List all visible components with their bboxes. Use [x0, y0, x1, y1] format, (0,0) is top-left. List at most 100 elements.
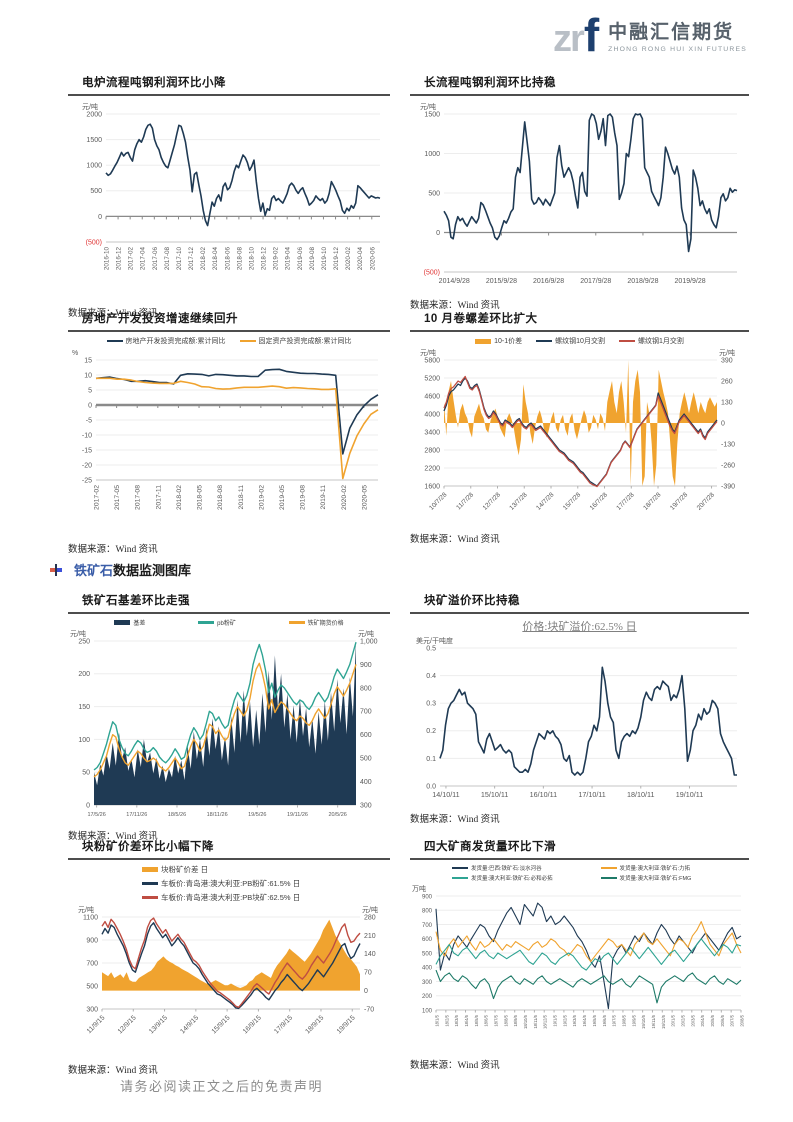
miner-shipments-plot: 900 800 700 600 500 400 300 200 100 万吨 18/1/5 18/2/… — [412, 884, 745, 1029]
axis-label: 19/5/5 — [592, 1014, 597, 1026]
axis-label: 13/7/28 — [508, 491, 529, 512]
chart-row-4: 块粉矿价差环比小幅下降 块粉矿价差 日车板价:青岛港:澳大利亚:PB粉矿:61.… — [68, 838, 749, 1076]
chart-block-rebar-spread: 10 月卷螺差环比扩大 10-1价差 螺纹钢10月交割 螺纹钢1月交割 5800 520… — [410, 310, 749, 555]
axis-label: 19/7/28 — [669, 491, 690, 512]
axis-label: 2017-06 — [152, 247, 159, 271]
axis-label: 20/5/26 — [328, 812, 346, 818]
axis-label: 2019-06 — [297, 247, 304, 271]
axis-label: 18/11/5 — [533, 1014, 538, 1028]
axis-label: 15/9/15 — [211, 1014, 232, 1035]
axis-label: 18/10/11 — [627, 790, 654, 799]
legend-item: 固定资产投资完成额:累计同比 — [239, 336, 351, 346]
legend-label: 发货量:澳大利亚:铁矿石:FMG — [619, 876, 692, 882]
legend-label: 10-1价差 — [494, 338, 523, 345]
legend-item: 发货量:澳大利亚:铁矿石:必和必拓 — [452, 874, 601, 882]
axis-label: 20/4/5 — [700, 1014, 705, 1026]
legend-item: 螺纹钢1月交割 — [618, 336, 684, 346]
axis-label: 12/7/28 — [482, 491, 503, 512]
axis-label: 18/1/5 — [435, 1014, 440, 1026]
axis-label: 18/8/5 — [503, 1014, 508, 1026]
legend-label: 车板价:青岛港:澳大利亚:PB块矿:62.5% 日 — [161, 893, 301, 902]
axis-label: 0 — [88, 402, 92, 409]
legend-swatch-icon — [142, 882, 158, 885]
axis-label: 2800 — [424, 447, 440, 454]
axis-label: 0.3 — [426, 701, 436, 708]
data-source: 数据来源：Wind 资讯 — [410, 301, 500, 311]
legend-swatch-icon — [600, 866, 617, 870]
axis-label: 600 — [422, 937, 433, 943]
long-process-profit-plot: 1500 1000 500 0 (500) 元/吨 2014/9/28 2015/9/28 20… — [420, 102, 738, 285]
axis-label: 2019/9/28 — [675, 278, 706, 285]
axis-label: 1500 — [424, 111, 440, 118]
axis-label: 18/3/5 — [454, 1014, 459, 1026]
axis-label: -70 — [364, 1006, 374, 1013]
axis-label: -260 — [721, 462, 735, 469]
legend-item: 车板价:青岛港:澳大利亚:PB块矿:62.5% 日 — [142, 892, 300, 903]
axis-label: 900 — [86, 937, 98, 944]
axis-label: 2018/9/28 — [627, 278, 658, 285]
axis-label: 18/2/5 — [444, 1014, 449, 1026]
axis-label: 1,000 — [360, 638, 378, 645]
axis-label: 18/4/5 — [464, 1014, 469, 1026]
axis-label: 2018-02 — [200, 247, 207, 271]
axis-label: 2019-02 — [273, 247, 280, 271]
axis-label: 2018-04 — [212, 247, 219, 271]
axis-label: 200 — [78, 671, 90, 678]
axis-label: 300 — [360, 802, 372, 809]
axis-label: 3400 — [424, 429, 440, 436]
legend-label: 螺纹钢10月交割 — [555, 338, 605, 345]
axis-label: 19/10/11 — [676, 790, 703, 799]
miner-shipments-chart: 发货量:巴西:铁矿石:淡水河谷 发货量:澳大利亚:铁矿石:力拓 发货量:澳大利亚:铁… — [410, 864, 749, 1053]
axis-label: 2016-12 — [116, 247, 123, 271]
axis-label: 20/7/5 — [730, 1014, 735, 1026]
axis-label: 210 — [364, 933, 376, 940]
axis-label: 11/7/28 — [455, 491, 475, 511]
legend-swatch-icon — [288, 621, 305, 624]
section-header-iron-ore: 铁矿石数据监测图库 — [50, 560, 191, 579]
lump-premium-plot: 0.5 0.4 0.3 0.2 0.1 0.0 美元/干吨度 14/10/11 15/10/11… — [416, 636, 737, 799]
axis-label: 4600 — [424, 393, 440, 400]
chart-title: 10 月卷螺差环比扩大 — [424, 313, 538, 325]
axis-label: 18/5/5 — [474, 1014, 479, 1026]
axis-label: 1600 — [424, 483, 440, 490]
real-estate-investment-plot: 15 10 5 0 -5 -10 -15 -20 -25% 2017-02 2017-05 2017-… — [72, 350, 379, 510]
legend-item: 发货量:澳大利亚:铁矿石:FMG — [600, 874, 750, 882]
axis-label: 500 — [360, 756, 372, 763]
axis-label: 2017-12 — [188, 247, 195, 271]
axis-label: 2019-02 — [258, 485, 265, 510]
axis-label: 18/10/5 — [523, 1014, 528, 1029]
axis-label: (500) — [424, 269, 440, 276]
rebar-spread-chart: 10-1价差 螺纹钢10月交割 螺纹钢1月交割 5800 5200 4600 4000 340… — [410, 336, 749, 527]
axis-label: 100 — [422, 1008, 433, 1014]
logo-mark-icon: zr f — [553, 12, 599, 58]
legend-item: pb粉矿 — [198, 618, 236, 627]
axis-label: 18/11/26 — [207, 812, 228, 818]
axis-label: 4000 — [424, 411, 440, 418]
legend-swatch-icon — [536, 339, 553, 343]
axis-label: 15/10/11 — [481, 790, 508, 799]
legend-item: 房地产开发投资完成额:累计同比 — [106, 336, 226, 346]
axis-label: -20 — [82, 462, 92, 469]
axis-label: 70 — [364, 970, 372, 977]
axis-label: 2018-08 — [236, 247, 243, 271]
axis-label: 2018-12 — [261, 247, 268, 271]
iron-ore-basis-legend: 基差 pb粉矿 铁矿期货价格 — [68, 618, 390, 627]
data-source: 数据来源：Wind 资讯 — [68, 309, 158, 319]
axis-label: 美元/干吨度 — [416, 636, 453, 645]
legend-swatch-icon — [600, 876, 617, 880]
axis-label: 700 — [86, 960, 98, 967]
legend-label: 铁矿期货价格 — [307, 621, 344, 627]
axis-label: 19/9/15 — [336, 1014, 357, 1035]
lump-fines-spread-chart: 块粉矿价差 日车板价:青岛港:澳大利亚:PB粉矿:61.5% 日车板价:青岛港:… — [68, 864, 390, 1058]
legend-swatch-icon — [198, 621, 215, 624]
axis-label: 2016/9/28 — [533, 278, 564, 285]
axis-label: 16/7/28 — [589, 491, 610, 512]
axis-label: 0 — [364, 988, 368, 995]
axis-label: 2018-11 — [238, 485, 245, 510]
legend-item: 铁矿期货价格 — [288, 618, 344, 627]
axis-label: 18/9/5 — [513, 1014, 518, 1026]
legend-item: 基差 — [114, 618, 145, 627]
axis-label: 16/10/11 — [530, 790, 557, 799]
axis-label: 500 — [422, 951, 433, 957]
